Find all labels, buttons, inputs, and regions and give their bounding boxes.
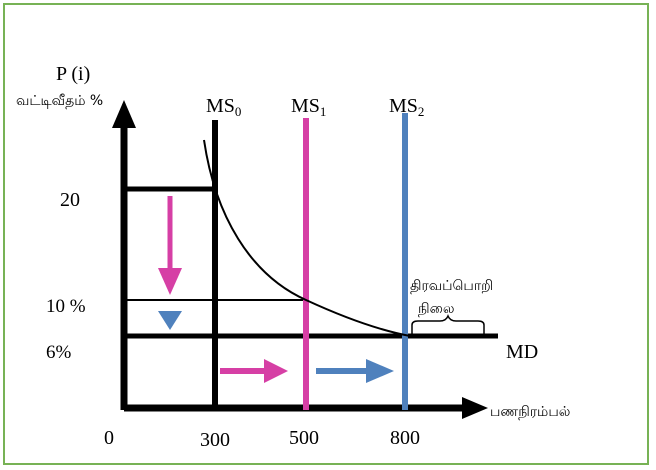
y-tick-6: 6% (46, 342, 72, 363)
x-origin-label: 0 (104, 427, 114, 449)
diagram-frame (3, 3, 649, 465)
ms0-label: MS0 (206, 95, 241, 119)
y-axis-arrowhead (112, 100, 136, 128)
y-tick-10: 10 % (46, 296, 86, 317)
magenta-right-arrow-head (264, 359, 288, 383)
ms1-label: MS1 (291, 95, 326, 119)
y-axis-label-line1: P (i) (56, 63, 90, 85)
x-axis-arrowhead (462, 397, 488, 419)
x-axis-label: பணநிரம்பல் (490, 404, 570, 420)
liquidity-trap-label-line2: நிலை (418, 301, 454, 317)
blue-down-triangle (158, 311, 182, 330)
liquidity-trap-label-line1: திரவப்பொறி (410, 278, 493, 294)
x-tick-800: 800 (390, 427, 420, 449)
y-axis-label-line2: வட்டிவீதம் % (16, 93, 103, 109)
x-tick-300: 300 (200, 429, 230, 451)
magenta-down-arrow-head (158, 268, 182, 295)
liquidity-trap-brace (411, 313, 485, 334)
x-tick-500: 500 (289, 427, 319, 449)
blue-right-arrow-head (366, 359, 394, 383)
ms2-label: MS2 (389, 95, 424, 119)
md-curve (203, 139, 498, 337)
md-label: MD (506, 341, 538, 363)
y-tick-20: 20 (60, 189, 80, 211)
